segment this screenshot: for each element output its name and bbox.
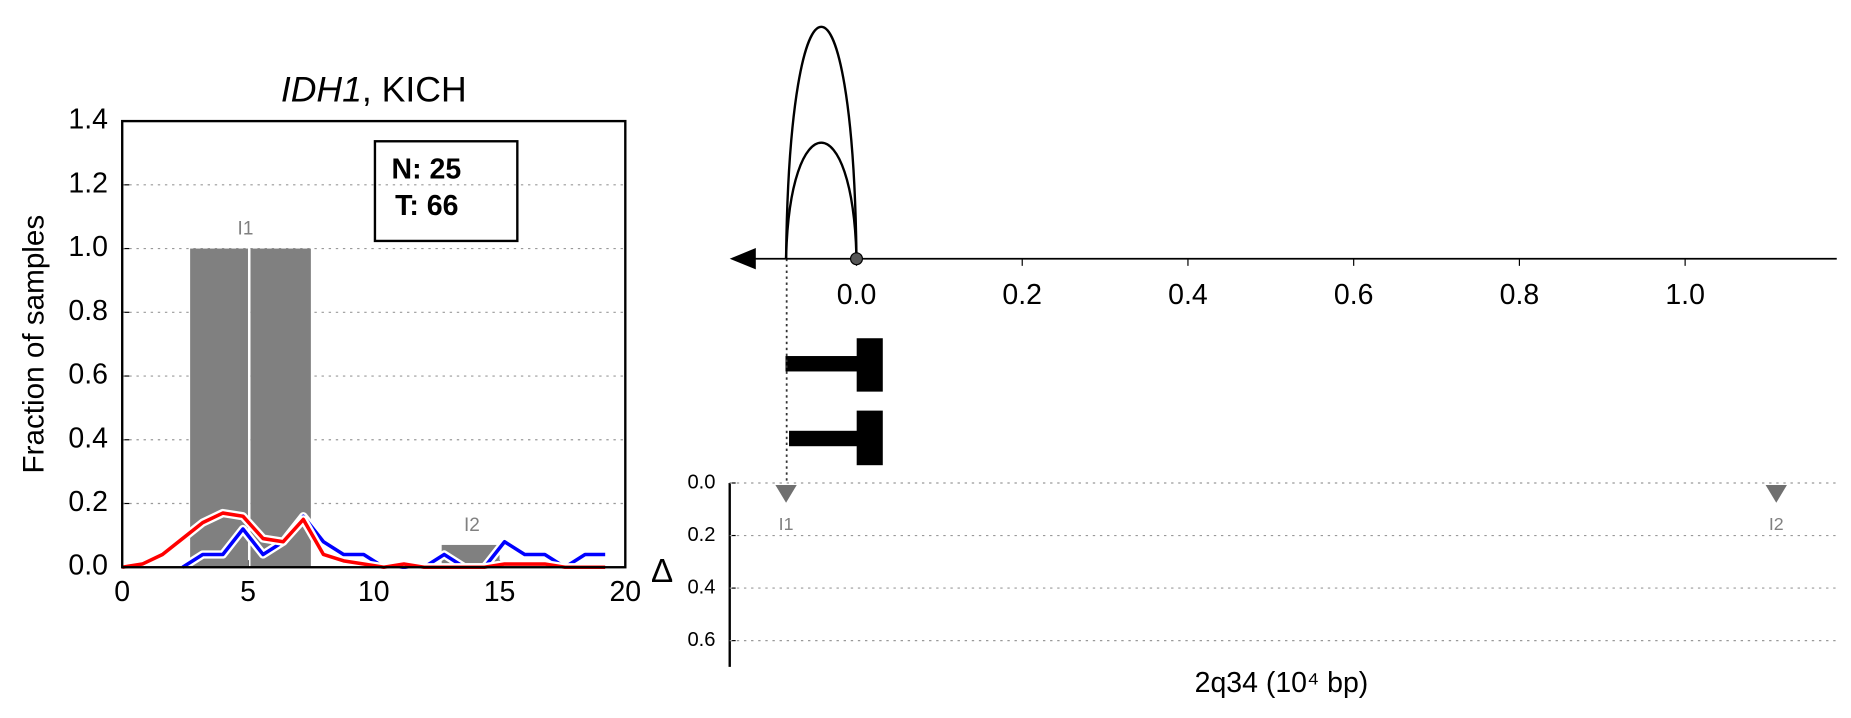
chart-title: IDH1, KICH	[281, 70, 467, 110]
axis-arrow	[729, 248, 756, 270]
y-tick-label: 0.6	[687, 629, 715, 651]
plot-frame	[121, 119, 627, 569]
y-tick-label: 0.2	[687, 524, 715, 546]
x-tick-label: 5	[240, 576, 256, 608]
y-axis-label: Δ	[651, 553, 673, 590]
y-tick-label: 1.2	[68, 167, 108, 199]
peak-label: I2	[464, 515, 480, 536]
y-tick-label: 0.0	[68, 550, 108, 582]
point	[849, 252, 864, 266]
x-tick-label: 0.2	[1002, 279, 1042, 311]
y-tick-label: 0.8	[68, 295, 108, 327]
gene-feature	[785, 338, 883, 466]
title-rest: , KICH	[362, 70, 467, 110]
x-tick-label: 10	[358, 576, 390, 608]
annotation: N: 25	[392, 153, 462, 185]
line	[121, 511, 606, 570]
arc	[784, 25, 858, 259]
x-tick-label: 20	[609, 576, 641, 608]
x-axis-label: 2q34 (10⁴ bp)	[1195, 667, 1369, 699]
y-tick-label: 1.0	[68, 231, 108, 263]
marker	[775, 484, 797, 503]
annotation: T: 66	[395, 190, 458, 222]
legend-box	[373, 140, 519, 243]
x-tick-label: 0.4	[1168, 279, 1208, 311]
title-gene: IDH1	[281, 70, 362, 110]
x-tick-label: 0	[114, 576, 130, 608]
y-tick-label: 0.0	[687, 471, 715, 493]
marker	[1765, 484, 1787, 503]
x-tick-label: 0.0	[837, 279, 877, 311]
y-tick-label: 0.2	[68, 486, 108, 518]
y-tick-label: 0.4	[687, 576, 715, 598]
marker-label: I1	[779, 514, 794, 534]
x-tick-label: 0.8	[1500, 279, 1540, 311]
peak-label: I1	[238, 219, 254, 240]
marker-label: I2	[1769, 514, 1784, 534]
y-tick-label: 0.6	[68, 359, 108, 391]
x-tick-label: 0.6	[1334, 279, 1374, 311]
x-tick-label: 1.0	[1665, 279, 1705, 311]
y-axis-label: Fraction of samples	[17, 215, 50, 474]
y-tick-label: 1.4	[68, 104, 108, 136]
arc	[784, 141, 858, 259]
x-tick-label: 15	[484, 576, 516, 608]
y-tick-label: 0.4	[68, 422, 108, 454]
